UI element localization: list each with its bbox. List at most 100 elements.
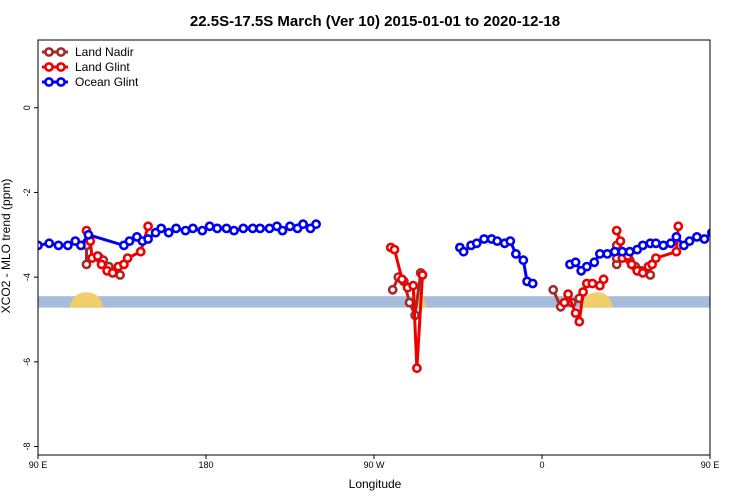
data-point	[221, 223, 232, 234]
data-point	[707, 228, 710, 238]
data-point	[684, 236, 695, 246]
legend-marker	[44, 77, 54, 87]
data-point	[511, 248, 521, 259]
data-point	[626, 259, 637, 270]
data-point	[479, 234, 489, 244]
data-point	[44, 238, 55, 249]
legend-label: Land Nadir	[75, 45, 134, 59]
data-point	[602, 248, 613, 259]
data-point	[63, 240, 73, 251]
legend-marker	[56, 77, 66, 87]
plot-area	[38, 219, 750, 374]
data-point	[411, 363, 422, 374]
data-point	[563, 289, 573, 299]
data-point	[637, 267, 648, 278]
y-tick-label: 0	[22, 105, 32, 110]
data-point	[611, 225, 622, 236]
land-area	[69, 292, 104, 308]
data-point	[581, 261, 592, 272]
data-point	[124, 236, 135, 246]
data-point	[76, 240, 86, 251]
data-point	[721, 231, 728, 238]
data-point	[397, 274, 407, 285]
data-point	[548, 284, 559, 295]
data-point	[671, 246, 682, 257]
data-point	[417, 270, 428, 280]
x-tick-label: 0	[539, 460, 544, 470]
ocean-strip	[38, 296, 710, 308]
legend-label: Ocean Glint	[75, 75, 139, 89]
land-area	[581, 292, 613, 308]
x-tick-label: 90 W	[363, 460, 385, 470]
data-point	[197, 225, 208, 236]
legend-label: Land Glint	[75, 60, 130, 74]
data-point	[171, 223, 181, 234]
data-point	[570, 308, 581, 318]
data-point	[96, 259, 107, 270]
x-tick-label: 90 E	[29, 460, 48, 470]
y-tick-label: -2	[22, 188, 32, 196]
legend-marker	[44, 62, 54, 72]
legend-marker	[44, 47, 54, 57]
data-point	[492, 236, 503, 246]
data-point	[658, 240, 669, 251]
x-tick-label: 90 E	[701, 460, 720, 470]
data-point	[408, 280, 419, 291]
data-point	[671, 231, 682, 242]
data-point	[665, 238, 676, 249]
data-point	[559, 297, 570, 308]
data-point	[714, 229, 721, 236]
data-point	[637, 240, 648, 251]
data-point	[255, 223, 265, 234]
data-point	[229, 225, 239, 236]
data-point	[589, 257, 600, 268]
chart-title: 22.5S-17.5S March (Ver 10) 2015-01-01 to…	[190, 13, 560, 30]
data-point	[238, 223, 249, 234]
legend-marker	[56, 62, 66, 72]
data-point	[692, 231, 702, 242]
data-point	[587, 278, 598, 289]
data-point	[83, 229, 94, 240]
data-point	[609, 246, 620, 257]
data-point	[578, 287, 588, 297]
data-point	[598, 274, 609, 285]
data-point	[673, 221, 684, 232]
data-point	[107, 267, 118, 278]
data-point	[81, 259, 92, 270]
data-point	[277, 225, 288, 236]
land-area	[734, 292, 750, 307]
y-tick-label: -4	[22, 273, 32, 281]
data-point	[187, 223, 198, 234]
data-point	[135, 246, 146, 257]
y-axis-label: XCO2 - MLO trend (ppm)	[0, 179, 13, 314]
x-axis: 90 E 180 90 W 0 90 E	[29, 455, 720, 470]
data-point	[156, 223, 167, 234]
data-point	[143, 234, 153, 244]
data-point	[505, 236, 516, 246]
data-point	[527, 278, 538, 289]
data-point	[163, 227, 174, 238]
data-point	[699, 234, 710, 244]
data-point	[122, 253, 133, 263]
data-point	[311, 219, 321, 230]
data-point	[570, 257, 581, 268]
data-point	[53, 240, 64, 251]
legend-marker	[56, 47, 66, 57]
data-point	[624, 246, 635, 257]
data-point	[389, 244, 400, 255]
data-point	[645, 270, 656, 280]
y-tick-label: -8	[22, 443, 32, 451]
y-tick-label: -6	[22, 358, 32, 366]
data-point	[298, 219, 308, 230]
data-point	[212, 223, 223, 234]
data-point	[518, 255, 529, 266]
data-point	[92, 251, 103, 261]
data-point	[387, 284, 398, 295]
data-point	[404, 297, 415, 308]
data-point	[285, 221, 295, 232]
data-point	[471, 238, 482, 249]
data-point	[204, 221, 215, 232]
x-axis-label: Longitude	[349, 477, 402, 491]
